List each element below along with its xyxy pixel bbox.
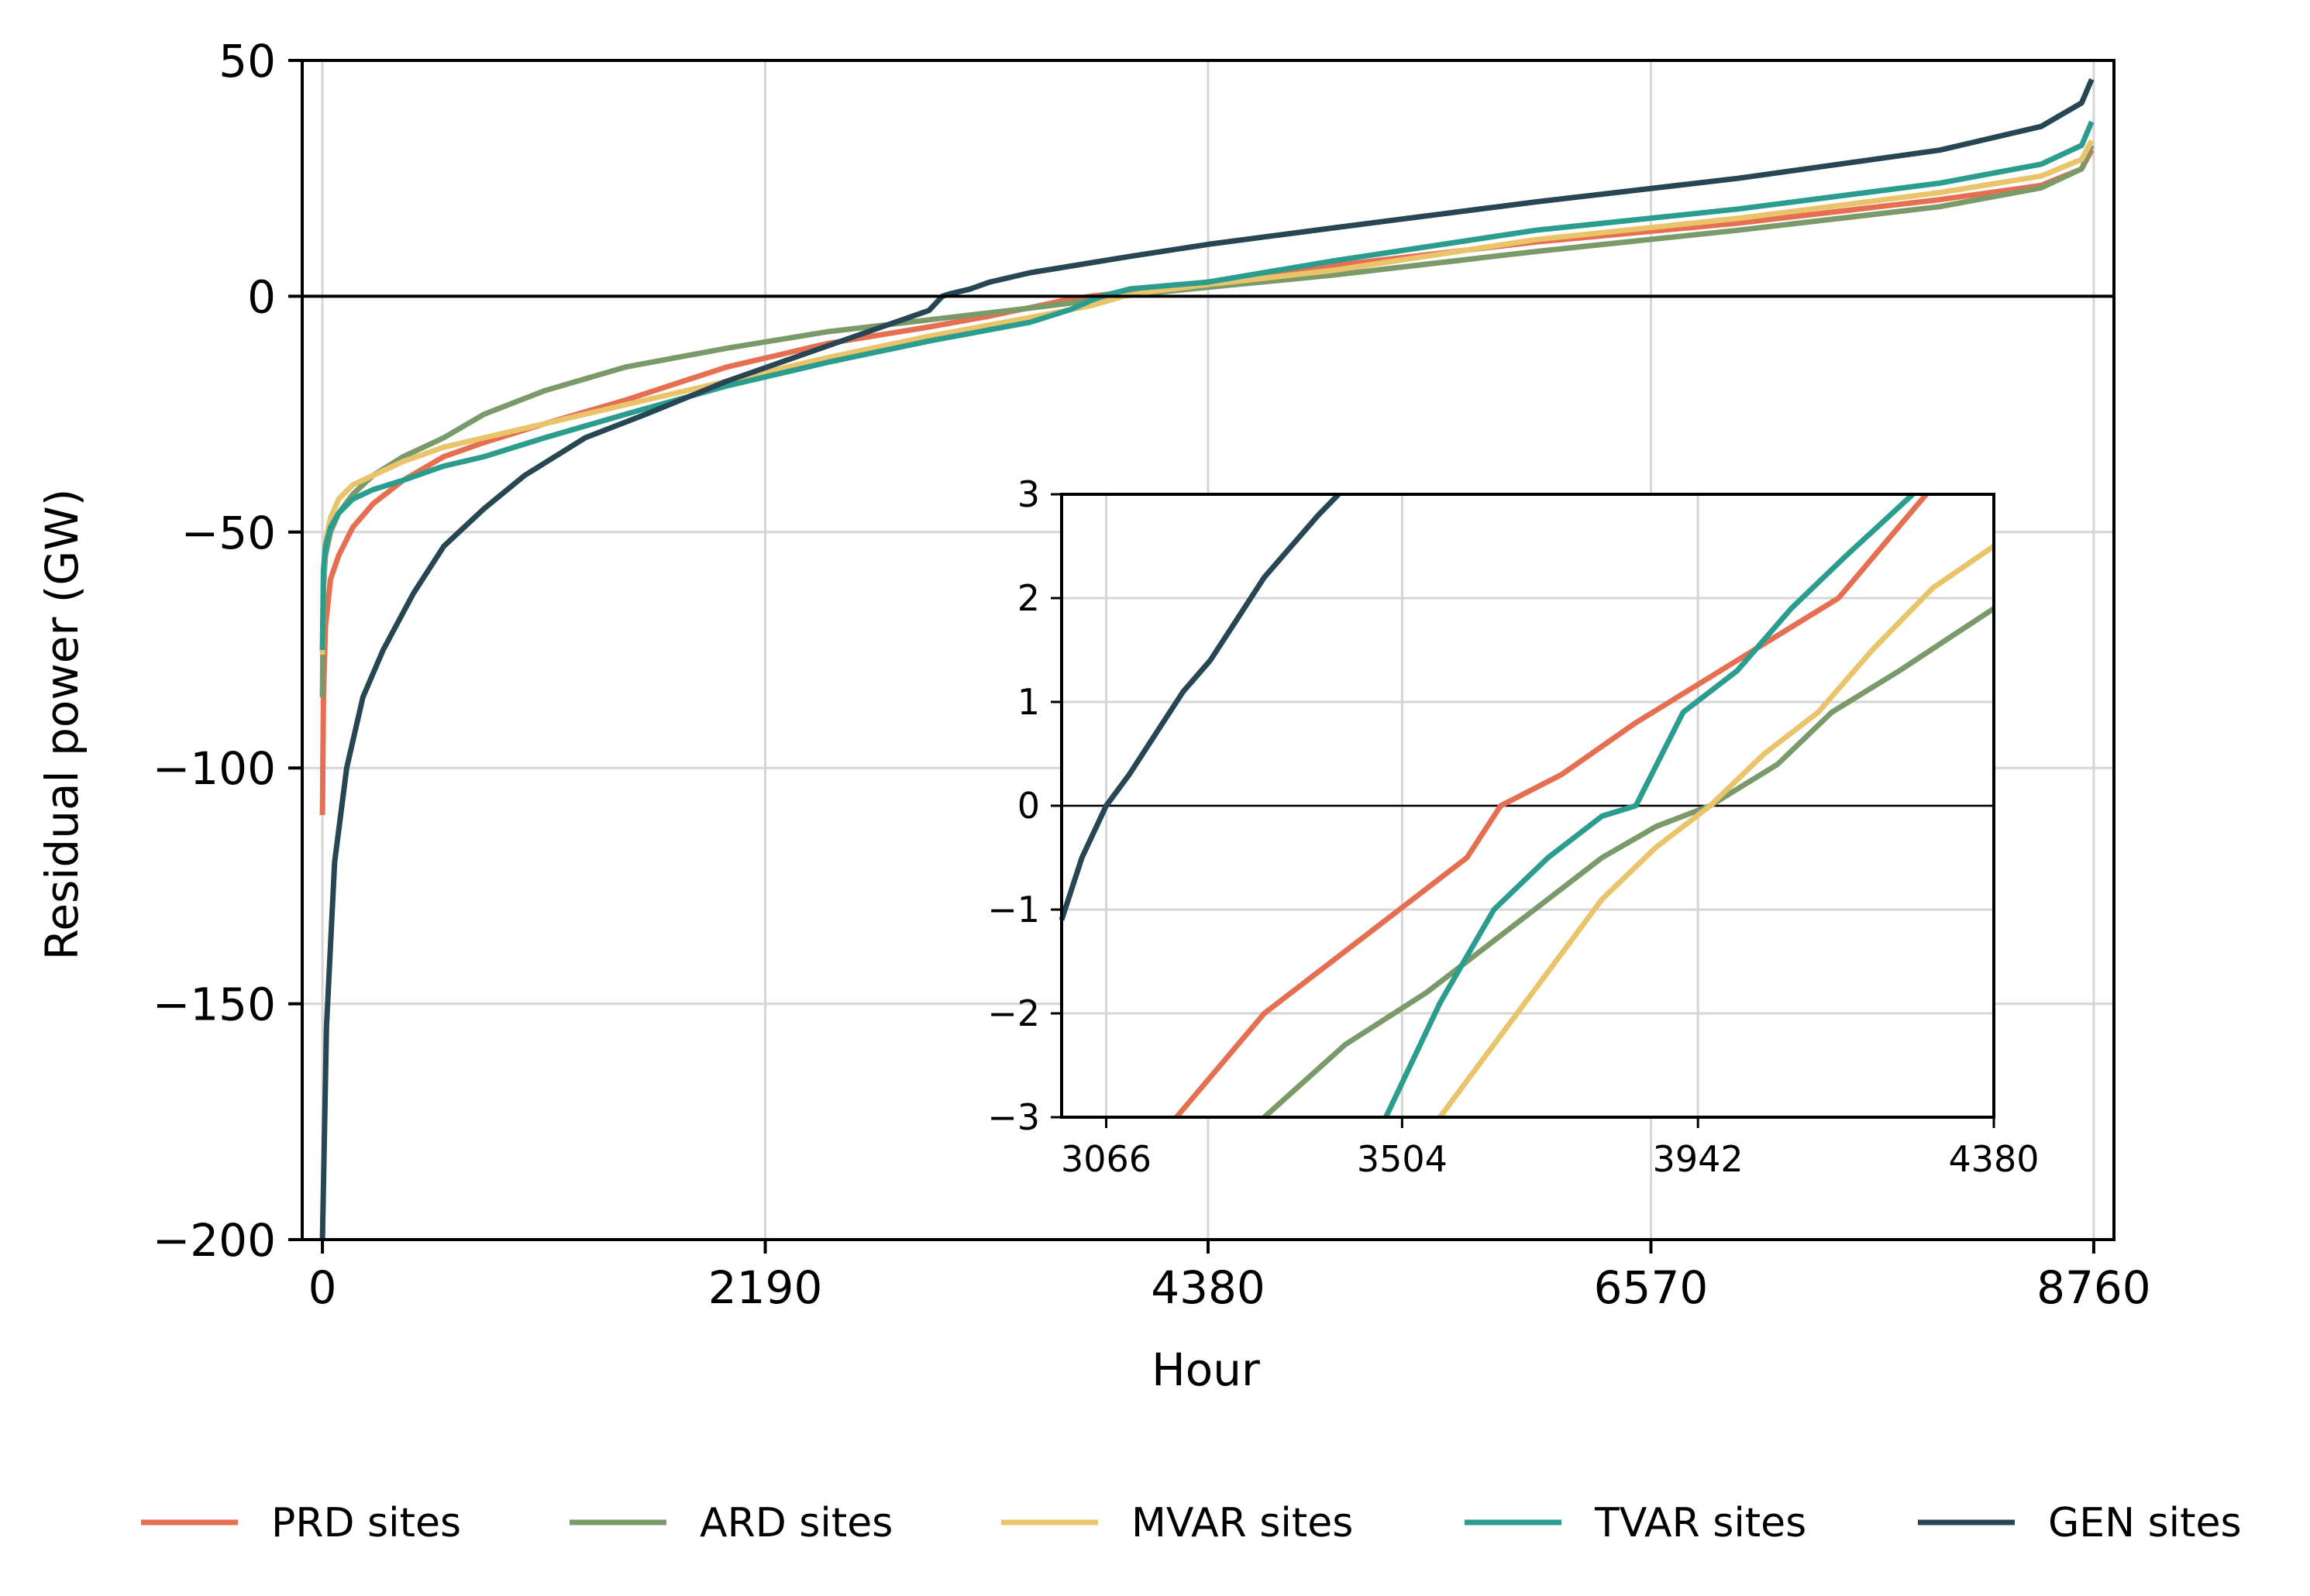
inset-y-tick-label: −1: [987, 889, 1040, 930]
y-tick-label: −50: [181, 507, 276, 559]
inset-series-line: [1059, 492, 1341, 921]
inset-series-line: [1437, 544, 1995, 1120]
x-axis-title: Hour: [1152, 1343, 1260, 1396]
inset-x-tick-label: 3942: [1653, 1138, 1744, 1180]
legend-label: PRD sites: [271, 1500, 461, 1546]
inset-plot-lines: [1059, 492, 1995, 1120]
inset-y-tick-label: 3: [1017, 473, 1040, 515]
series-line: [319, 120, 2095, 651]
inset-series-line: [1174, 492, 1929, 1120]
legend-label: GEN sites: [2048, 1500, 2242, 1546]
inset-x-tick-label: 3504: [1357, 1138, 1448, 1180]
y-tick-label: 50: [219, 35, 276, 88]
y-axis-title: Residual power (GW): [36, 489, 88, 961]
main-axis-ticks: 0 2190 4380 6570 8760 50 0 −50 −100 −150 −200: [153, 35, 2151, 1314]
x-tick-label: 0: [308, 1261, 337, 1314]
y-tick-label: 0: [247, 270, 276, 323]
x-tick-label: 6570: [1594, 1261, 1709, 1314]
inset-series-line: [1383, 492, 1915, 1119]
main-plot-lines: [302, 78, 2114, 1240]
legend: PRD sites ARD sites MVAR sites TVAR sites GE…: [141, 1500, 2242, 1546]
inset-y-tick-label: −2: [987, 992, 1040, 1034]
x-tick-label: 4380: [1151, 1261, 1265, 1314]
y-tick-label: −150: [153, 979, 276, 1031]
series-line: [319, 149, 2095, 816]
inset-x-tick-label: 4380: [1948, 1138, 2039, 1180]
y-tick-label: −200: [153, 1214, 276, 1267]
inset-y-tick-label: −3: [987, 1096, 1040, 1138]
inset-x-tick-label: 3066: [1061, 1138, 1152, 1180]
inset-y-tick-label: 2: [1017, 577, 1040, 619]
x-tick-label: 8760: [2036, 1261, 2151, 1314]
legend-label: TVAR sites: [1594, 1500, 1806, 1546]
inset-y-tick-label: 0: [1017, 785, 1040, 827]
legend-label: MVAR sites: [1131, 1500, 1353, 1546]
series-line: [319, 139, 2095, 655]
x-tick-label: 2190: [708, 1261, 823, 1314]
inset-axis-ticks: 3066 3504 3942 4380 3 2 1 0 −1 −2 −3: [987, 473, 2039, 1180]
series-line: [319, 78, 2095, 1240]
inset-y-tick-label: 1: [1017, 681, 1040, 723]
inset-series-line: [1262, 606, 1995, 1120]
inset-chart: 3066 3504 3942 4380 3 2 1 0 −1 −2 −3: [987, 473, 2039, 1180]
legend-label: ARD sites: [700, 1500, 893, 1546]
y-tick-label: −100: [153, 742, 276, 795]
